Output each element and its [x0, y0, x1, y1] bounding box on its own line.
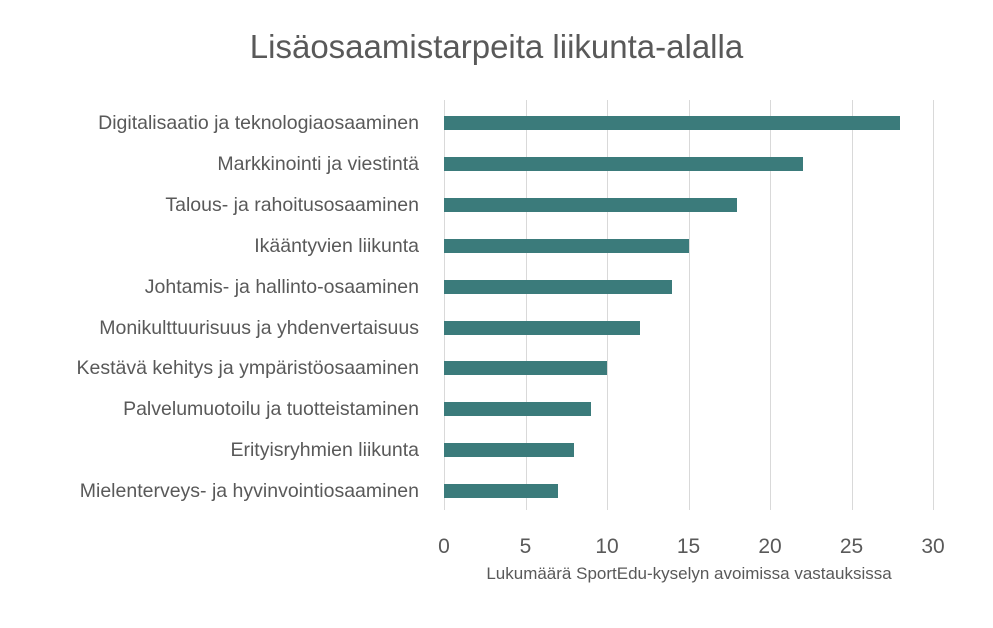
x-tick-label: 25: [839, 535, 864, 558]
bar: [444, 238, 689, 253]
category-label: Markkinointi ja viestintä: [217, 152, 419, 175]
gridline: [526, 100, 527, 510]
plot-area: [444, 100, 934, 510]
category-label: Monikulttuurisuus ja yhdenvertaisuus: [99, 316, 419, 339]
category-label: Palvelumuotoilu ja tuotteistaminen: [123, 398, 419, 421]
x-tick-label: 5: [519, 535, 532, 558]
category-label: Ikääntyvien liikunta: [254, 234, 419, 257]
bar: [444, 156, 803, 171]
x-tick-label: 20: [758, 535, 782, 558]
category-label: Mielenterveys- ja hyvinvointiosaaminen: [79, 480, 419, 503]
bar: [444, 402, 591, 417]
x-tick-label: 10: [595, 535, 619, 558]
gridline: [607, 100, 608, 510]
category-label: Digitalisaatio ja teknologiaosaaminen: [98, 112, 419, 134]
bar: [444, 443, 575, 458]
gridline: [852, 100, 853, 510]
gridline: [689, 100, 690, 510]
gridline: [933, 100, 934, 510]
x-tick-label: 0: [438, 535, 450, 558]
bar: [444, 361, 607, 376]
gridline: [770, 100, 771, 510]
x-tick-label: 30: [921, 535, 945, 558]
category-label: Johtamis- ja hallinto-osaaminen: [144, 275, 419, 298]
bar: [444, 116, 901, 130]
category-label: Erityisryhmien liikunta: [230, 439, 419, 462]
bar: [444, 320, 640, 335]
category-label: Talous- ja rahoitusosaaminen: [165, 193, 419, 216]
x-tick-label: 15: [676, 535, 701, 558]
bar: [444, 197, 738, 212]
bar: [444, 484, 559, 499]
gridline: [444, 100, 445, 510]
bar: [444, 279, 673, 294]
category-label: Kestävä kehitys ja ympäristöosaaminen: [76, 357, 420, 380]
chart-title: Lisäosaamistarpeita liikunta-alalla: [249, 28, 744, 65]
x-axis-title: Lukumäärä SportEdu-kyselyn avoimissa vas…: [486, 564, 892, 583]
